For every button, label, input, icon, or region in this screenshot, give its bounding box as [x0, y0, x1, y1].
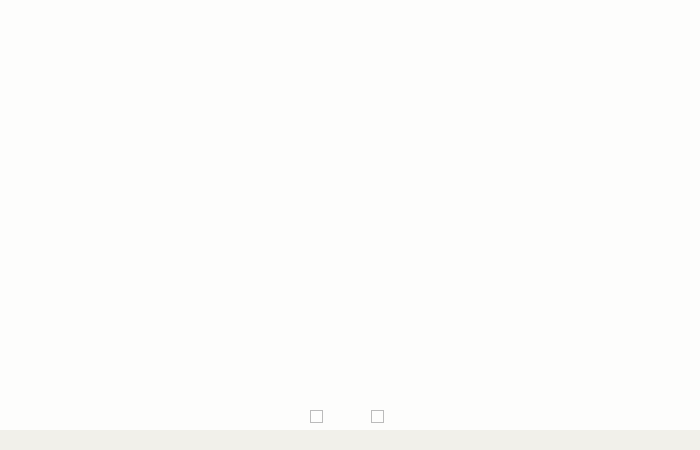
legend-swatch-green: [310, 410, 323, 423]
chart-legend: [0, 410, 700, 423]
chart-canvas: [0, 0, 700, 405]
legend-swatch-lavender: [371, 410, 384, 423]
footer-bar: [0, 430, 700, 450]
legend-item-total: [371, 410, 390, 423]
legend-item-ratio: [310, 410, 329, 423]
